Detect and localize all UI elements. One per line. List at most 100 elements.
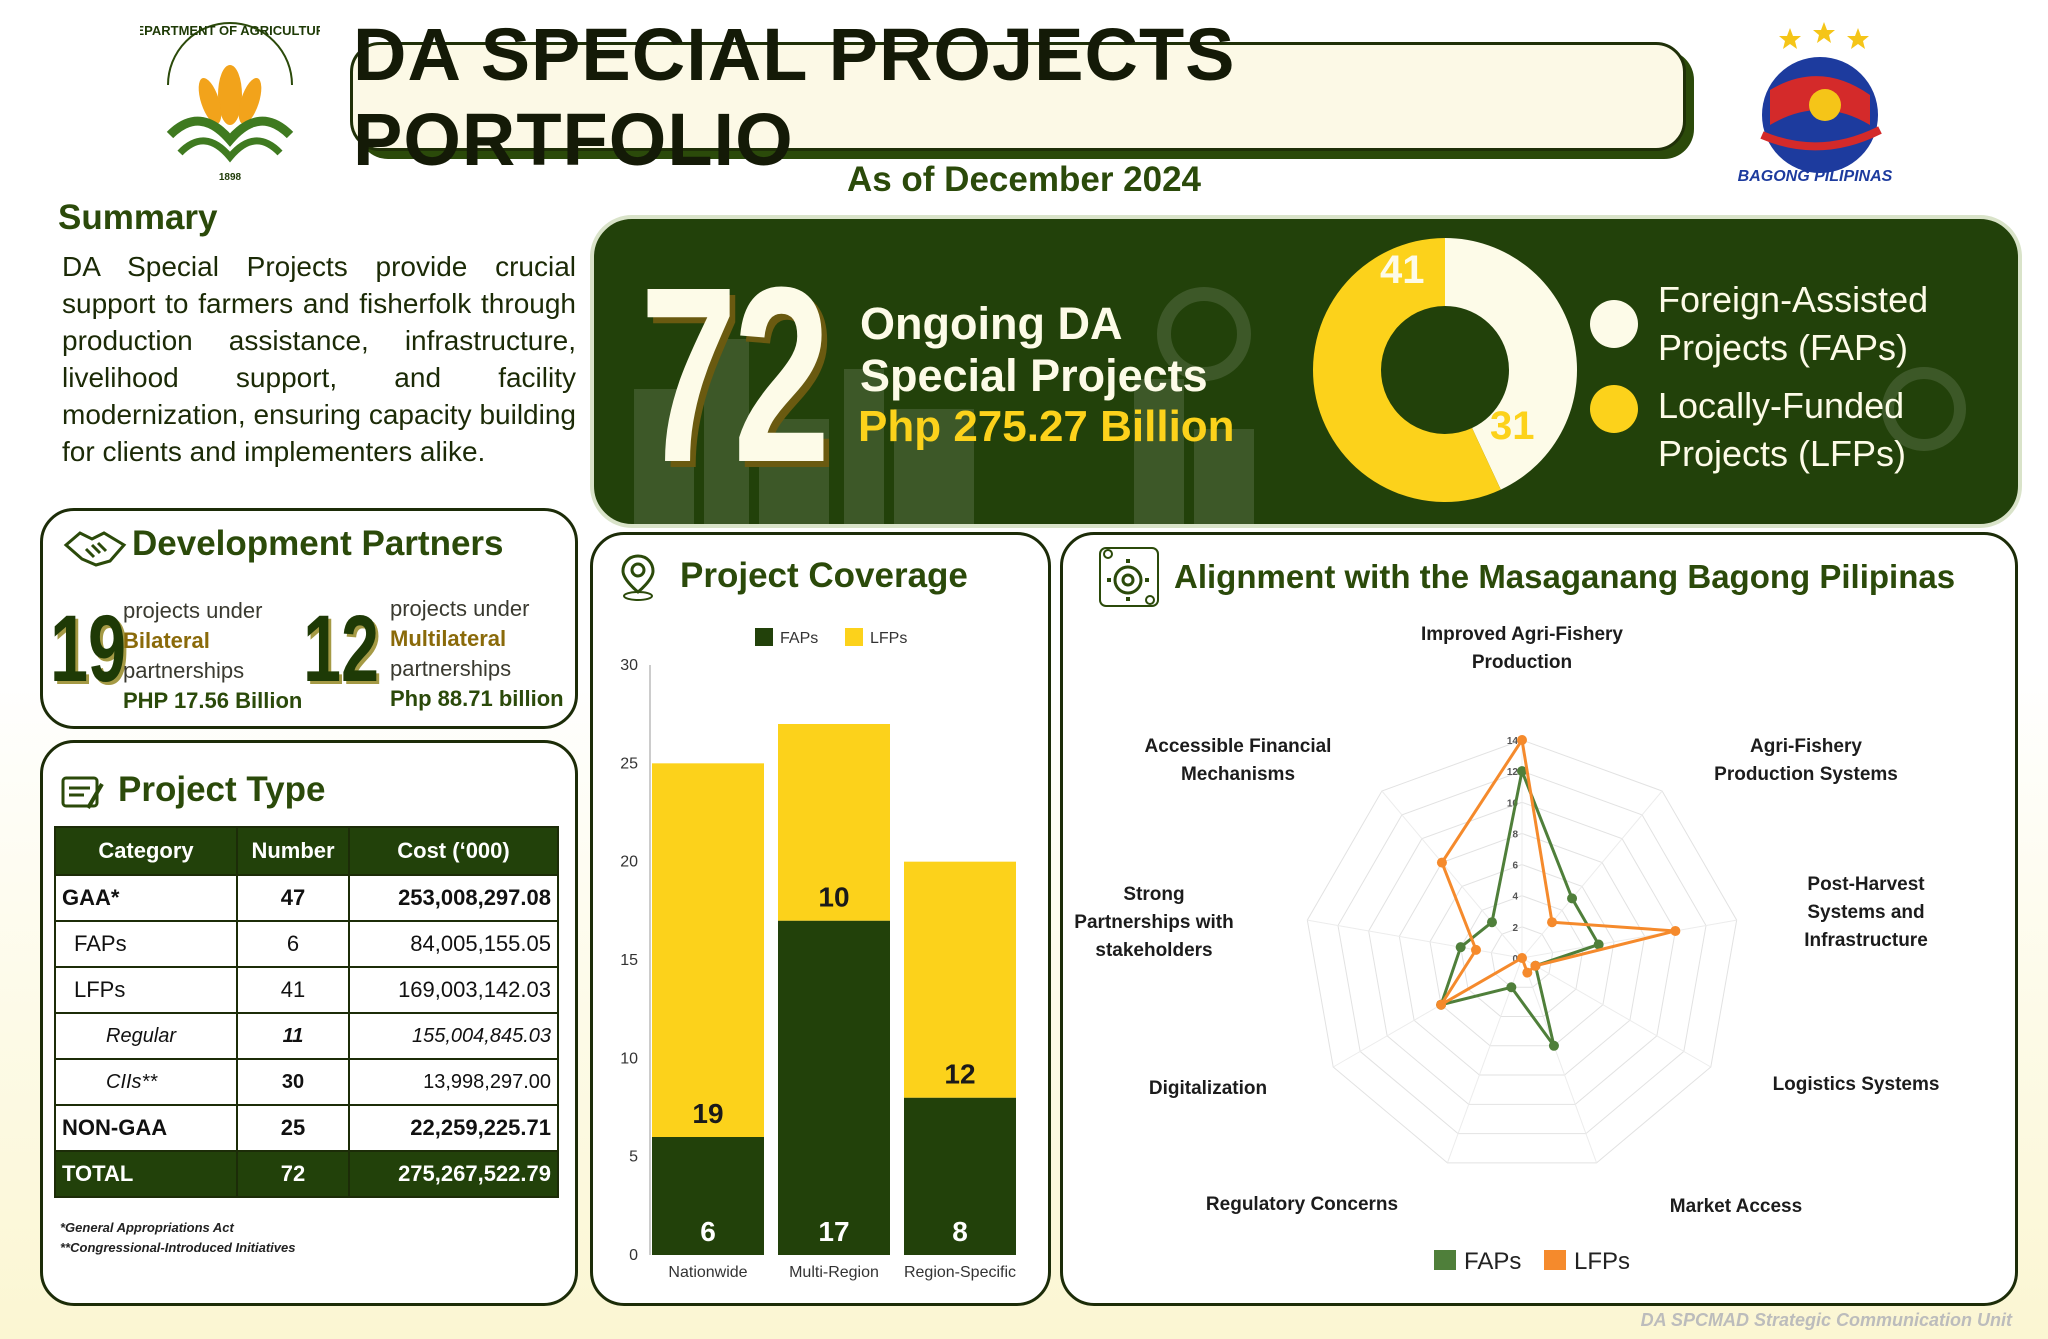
table-row: CIIs** 30 13,998,297.00 <box>54 1058 559 1106</box>
bar-lfps <box>652 763 764 1137</box>
radar-axis-label: Post-Harvest Systems and Infrastructure <box>1804 874 1928 951</box>
da-logo-emblem-icon: DEPARTMENT OF AGRICULTURE 1898 <box>126 22 334 183</box>
legend-swatch-faps <box>755 628 773 646</box>
y-tick-label: 5 <box>629 1149 638 1166</box>
bar-lfps <box>904 861 1016 1098</box>
radar-point <box>1547 917 1558 928</box>
cell-cost: 253,008,297.08 <box>348 874 559 922</box>
radar-point <box>1517 735 1527 745</box>
bar-value-label: 19 <box>692 1098 723 1129</box>
legend-lfps-line2: Projects (LFPs) <box>1658 433 1907 474</box>
legend-faps: Foreign-Assisted Projects (FAPs) <box>1658 276 1928 372</box>
cell-cost: 169,003,142.03 <box>348 966 559 1014</box>
radar-grid-ring <box>1429 864 1615 1047</box>
summary-text: DA Special Projects provide crucial supp… <box>62 251 576 467</box>
funding-donut-chart <box>1313 238 1577 502</box>
partners-title: Development Partners <box>132 524 504 563</box>
radar-tick-label: 12 <box>1507 767 1519 778</box>
radar-grid-ring <box>1398 832 1646 1076</box>
x-tick-label: Nationwide <box>668 1264 747 1281</box>
radar-spoke <box>1446 957 1523 1164</box>
development-partners-card <box>40 508 578 729</box>
radar-point <box>1530 960 1541 971</box>
cell-cost: 13,998,297.00 <box>348 1058 559 1106</box>
svg-text:DEPARTMENT OF AGRICULTURE: DEPARTMENT OF AGRICULTURE <box>140 23 320 38</box>
title-banner: DA SPECIAL PROJECTS PORTFOLIO <box>350 13 1686 181</box>
radar-tick-label: 4 <box>1512 892 1518 903</box>
svg-text:1898: 1898 <box>219 172 242 183</box>
cell-number: 6 <box>236 920 350 968</box>
page-subtitle: As of December 2024 <box>846 160 1202 199</box>
y-tick-label: 0 <box>629 1247 638 1264</box>
bar-value-label: 8 <box>952 1216 968 1247</box>
cell-number: 72 <box>236 1150 350 1198</box>
radar-tick-label: 14 <box>1507 736 1519 747</box>
col-header-number: Number <box>236 826 350 876</box>
alignment-card <box>1060 532 2018 1306</box>
x-tick-label: Region-Specific <box>904 1264 1016 1281</box>
hero-total-amount: Php 275.27 Billion <box>858 402 1235 451</box>
bar-legend: FAPs LFPs <box>755 628 907 647</box>
radar-point <box>1436 857 1447 868</box>
multilateral-type: Multilateral <box>390 626 507 651</box>
legend-lfps: Locally-Funded Projects (LFPs) <box>1658 382 1906 478</box>
radar-spoke <box>1521 957 1712 1068</box>
page-title: DA SPECIAL PROJECTS PORTFOLIO <box>353 12 1236 181</box>
y-tick-label: 20 <box>620 854 638 871</box>
cell-category: NON-GAA <box>54 1104 238 1152</box>
cell-category: TOTAL <box>54 1150 238 1198</box>
project-type-title: Project Type <box>118 770 326 809</box>
bilateral-pre: projects under <box>123 598 263 623</box>
radar-tick-label: 0 <box>1512 954 1518 965</box>
bar-value-label: 10 <box>818 882 849 913</box>
bilateral-amount: PHP 17.56 Billion <box>123 688 303 713</box>
radar-axis-label: Strong Partnerships with stakeholders <box>1074 884 1233 961</box>
radar-grid-ring <box>1490 926 1554 988</box>
donut-label-fap: 31 <box>1490 404 1535 448</box>
legend-lfps-line1: Locally-Funded <box>1658 385 1905 426</box>
radar-point <box>1670 925 1681 936</box>
radar-tick-label: 2 <box>1512 923 1518 934</box>
radar-point <box>1470 944 1481 955</box>
bilateral-details: projects under Bilateral partnerships PH… <box>123 596 302 716</box>
cell-number: 47 <box>236 874 350 922</box>
cell-number: 25 <box>236 1104 350 1152</box>
table-row: FAPs 6 84,005,155.05 <box>54 920 559 968</box>
bilateral-post: partnerships <box>123 658 245 683</box>
multilateral-amount: Php 88.71 billion <box>390 686 564 711</box>
project-type-table: Category Number Cost (‘000) GAA* 47 253,… <box>54 826 559 1198</box>
y-tick-label: 25 <box>620 755 638 772</box>
radar-point <box>1486 917 1497 928</box>
bilateral-count: 19 <box>50 596 127 702</box>
radar-axis-label: Digitalization <box>1149 1078 1267 1099</box>
radar-legend-label-faps: FAPs <box>1464 1248 1521 1270</box>
col-header-cost: Cost (‘000) <box>348 826 559 876</box>
radar-tick-label: 10 <box>1507 798 1519 809</box>
multilateral-pre: projects under <box>390 596 530 621</box>
coverage-title: Project Coverage <box>680 556 968 595</box>
table-row: Regular 11 155,004,845.03 <box>54 1012 559 1060</box>
radar-axis-label: Accessible Financial Mechanisms <box>1145 736 1332 785</box>
radar-point <box>1522 967 1533 978</box>
table-row: NON-GAA 25 22,259,225.71 <box>54 1104 559 1152</box>
multilateral-count: 12 <box>303 596 380 702</box>
bar-lfps <box>778 724 890 921</box>
radar-grid-ring <box>1337 770 1707 1135</box>
radar-point <box>1436 999 1447 1010</box>
radar-point <box>1548 1040 1559 1051</box>
radar-legend-label-lfps: LFPs <box>1574 1248 1630 1270</box>
y-tick-label: 30 <box>620 657 638 674</box>
x-tick-label: Multi-Region <box>789 1264 879 1281</box>
bagong-pilipinas-emblem-icon <box>1760 22 1882 173</box>
radar-axis-label: Agri-Fishery Production Systems <box>1714 736 1898 785</box>
bar-value-label: 6 <box>700 1216 716 1247</box>
radar-spoke <box>1521 790 1663 959</box>
hero-label-line1: Ongoing DA <box>860 298 1123 349</box>
bagong-pilipinas-logo: BAGONG PILIPINAS <box>1730 20 1900 195</box>
table-row: LFPs 41 169,003,142.03 <box>54 966 559 1014</box>
alignment-radar-chart: 0 2 4 6 8 10 12 14 Improved Agri-Fishery Producti… <box>1074 624 1939 1270</box>
location-pin-icon <box>621 554 655 601</box>
cell-cost: 155,004,845.03 <box>348 1012 559 1060</box>
footnote-cii: **Congressional-Introduced Initiatives <box>60 1240 296 1255</box>
bar-faps <box>778 920 890 1255</box>
